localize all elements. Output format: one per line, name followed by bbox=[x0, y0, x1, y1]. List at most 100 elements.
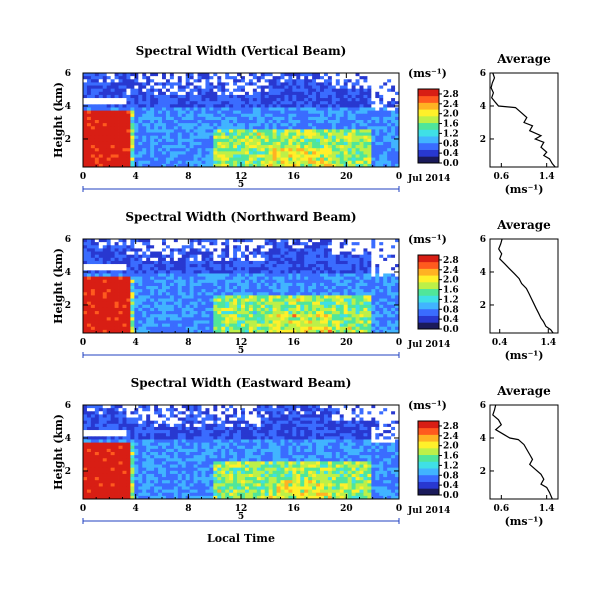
heatmap-cell bbox=[339, 242, 345, 246]
heatmap-cell bbox=[106, 151, 112, 155]
heatmap-cell bbox=[130, 242, 135, 246]
heatmap-cell bbox=[142, 317, 147, 321]
heatmap-cell bbox=[312, 298, 317, 303]
heatmap-cell bbox=[213, 135, 218, 140]
heatmap-cell bbox=[284, 76, 289, 80]
heatmap-cell bbox=[292, 154, 297, 158]
heatmap-cell bbox=[284, 251, 289, 256]
average-y-tick-label: 6 bbox=[480, 69, 486, 79]
heatmap-cell bbox=[367, 320, 372, 324]
heatmap-cell bbox=[158, 113, 163, 118]
heatmap-cell bbox=[169, 82, 175, 86]
heatmap-cell bbox=[138, 73, 143, 77]
heatmap-cell bbox=[395, 141, 400, 146]
heatmap-cell bbox=[379, 145, 384, 149]
heatmap-cell bbox=[241, 260, 246, 265]
heatmap-cell bbox=[189, 289, 194, 293]
heatmap-cell bbox=[237, 239, 242, 243]
heatmap-cell bbox=[90, 239, 96, 243]
heatmap-cell bbox=[296, 314, 301, 318]
heatmap-cell bbox=[260, 286, 266, 290]
heatmap-cell bbox=[331, 85, 337, 90]
heatmap-cell bbox=[331, 307, 337, 312]
heatmap-cell bbox=[351, 79, 356, 83]
heatmap-cell bbox=[102, 110, 108, 115]
heatmap-cell bbox=[162, 91, 167, 96]
heatmap-cell bbox=[248, 85, 254, 90]
heatmap-cell bbox=[264, 135, 270, 140]
heatmap-cell bbox=[221, 282, 226, 287]
heatmap-cell bbox=[146, 279, 151, 284]
heatmap-cell bbox=[355, 239, 360, 243]
heatmap-cell bbox=[312, 79, 317, 83]
heatmap-cell bbox=[256, 73, 262, 77]
heatmap-cell bbox=[158, 329, 163, 334]
heatmap-cell bbox=[221, 292, 226, 296]
heatmap-cell bbox=[300, 123, 305, 127]
heatmap-cell bbox=[122, 148, 127, 152]
heatmap-cell bbox=[260, 270, 266, 274]
heatmap-cell bbox=[146, 94, 151, 99]
heatmap-cell bbox=[375, 286, 380, 290]
heatmap-cell bbox=[260, 126, 266, 130]
heatmap-cell bbox=[162, 248, 167, 252]
heatmap-cell bbox=[165, 145, 171, 149]
heatmap-cell bbox=[379, 107, 384, 111]
heatmap-cell bbox=[209, 289, 214, 293]
heatmap-cell bbox=[367, 120, 372, 124]
heatmap-cell bbox=[320, 267, 325, 271]
heatmap-cell bbox=[367, 239, 372, 243]
heatmap-cell bbox=[375, 239, 380, 243]
heatmap-cell bbox=[193, 292, 198, 296]
heatmap-cell bbox=[284, 279, 289, 284]
heatmap-cell bbox=[165, 245, 171, 249]
heatmap-cell bbox=[169, 304, 175, 309]
heatmap-cell bbox=[308, 307, 313, 312]
heatmap-cell bbox=[189, 126, 194, 130]
heatmap-cell bbox=[221, 135, 226, 140]
heatmap-cell bbox=[197, 154, 202, 158]
heatmap-cell bbox=[304, 307, 309, 312]
heatmap-cell bbox=[130, 292, 135, 296]
heatmap-cell bbox=[158, 282, 163, 287]
heatmap-cell bbox=[335, 276, 341, 281]
heatmap-cell bbox=[237, 273, 242, 277]
heatmap-cell bbox=[221, 276, 226, 281]
heatmap-cell bbox=[142, 163, 147, 168]
heatmap-cell bbox=[185, 104, 191, 108]
heatmap-cell bbox=[201, 154, 206, 158]
heatmap-cell bbox=[142, 88, 147, 93]
heatmap-cell bbox=[280, 79, 285, 83]
heatmap-cell bbox=[320, 248, 325, 252]
heatmap-cell bbox=[375, 329, 380, 334]
heatmap-cell bbox=[312, 88, 317, 93]
heatmap-cell bbox=[122, 94, 127, 99]
heatmap-cell bbox=[276, 101, 281, 105]
heatmap-cell bbox=[102, 298, 108, 303]
heatmap-cell bbox=[177, 292, 183, 296]
heatmap-cell bbox=[118, 270, 123, 274]
heatmap-cell bbox=[320, 135, 325, 140]
heatmap-cell bbox=[375, 91, 380, 96]
heatmap-cell bbox=[343, 145, 349, 149]
heatmap-cell bbox=[90, 157, 96, 162]
heatmap-cell bbox=[205, 267, 210, 271]
heatmap-cell bbox=[118, 138, 123, 143]
heatmap-cell bbox=[146, 79, 151, 83]
heatmap-cell bbox=[276, 138, 281, 143]
heatmap-cell bbox=[367, 82, 372, 86]
heatmap-cell bbox=[308, 317, 313, 321]
heatmap-cell bbox=[162, 314, 167, 318]
heatmap-cell bbox=[138, 301, 143, 306]
heatmap-cell bbox=[83, 260, 88, 265]
heatmap-cell bbox=[106, 85, 112, 90]
heatmap-cell bbox=[189, 94, 194, 99]
heatmap-cell bbox=[355, 329, 360, 334]
heatmap-cell bbox=[138, 323, 143, 328]
heatmap-cell bbox=[395, 257, 400, 262]
heatmap-cell bbox=[134, 138, 139, 143]
heatmap-cell bbox=[304, 129, 309, 133]
heatmap-cell bbox=[106, 135, 112, 140]
heatmap-cell bbox=[102, 282, 108, 287]
heatmap-cell bbox=[169, 326, 175, 331]
